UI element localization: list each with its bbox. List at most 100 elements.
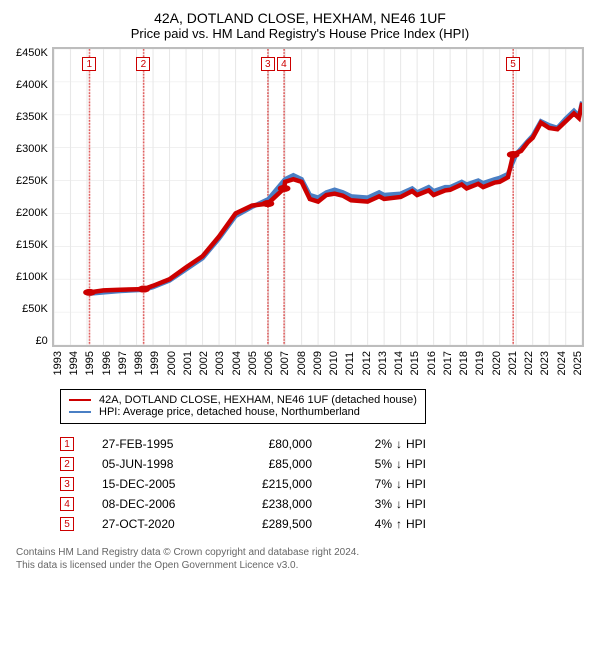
legend-swatch — [69, 399, 91, 401]
x-tick-label: 2014 — [393, 351, 405, 375]
x-tick-label: 2016 — [426, 351, 438, 375]
x-tick-label: 2024 — [556, 351, 568, 375]
legend-label: 42A, DOTLAND CLOSE, HEXHAM, NE46 1UF (de… — [99, 394, 417, 406]
transaction-marker: 1 — [60, 437, 74, 451]
x-tick-label: 1994 — [68, 351, 80, 375]
transaction-marker: 3 — [60, 477, 74, 491]
x-tick-label: 2008 — [296, 351, 308, 375]
transaction-pct: 4% — [352, 517, 392, 531]
x-tick-label: 1997 — [117, 351, 129, 375]
chart-marker-3: 3 — [261, 57, 275, 71]
chart-subtitle: Price paid vs. HM Land Registry's House … — [16, 26, 584, 41]
arrow-down-icon: ↓ — [392, 497, 406, 511]
x-tick-label: 1995 — [84, 351, 96, 375]
transaction-row: 3 15-DEC-2005£215,000 7%↓HPI — [60, 474, 584, 494]
y-tick-label: £100K — [16, 271, 48, 283]
x-tick-label: 2015 — [409, 351, 421, 375]
y-tick-label: £0 — [16, 335, 48, 347]
transaction-row: 2 05-JUN-1998£85,000 5%↓HPI — [60, 454, 584, 474]
arrow-down-icon: ↓ — [392, 477, 406, 491]
x-tick-label: 2005 — [247, 351, 259, 375]
x-tick-label: 2017 — [442, 351, 454, 375]
y-tick-label: £150K — [16, 239, 48, 251]
chart-marker-2: 2 — [136, 57, 150, 71]
arrow-down-icon: ↓ — [392, 457, 406, 471]
plot-region: 1 2 34 5 — [52, 47, 584, 347]
transaction-hpi: HPI — [406, 497, 436, 511]
transaction-row: 5 27-OCT-2020£289,500 4%↑HPI — [60, 514, 584, 534]
attribution-line2: This data is licensed under the Open Gov… — [16, 559, 584, 572]
y-tick-label: £400K — [16, 79, 48, 91]
chart-marker-1: 1 — [82, 57, 96, 71]
transaction-hpi: HPI — [406, 457, 436, 471]
x-tick-label: 2019 — [474, 351, 486, 375]
y-tick-label: £250K — [16, 175, 48, 187]
transaction-pct: 5% — [352, 457, 392, 471]
x-tick-label: 1999 — [149, 351, 161, 375]
x-tick-label: 2000 — [166, 351, 178, 375]
transaction-date: 27-FEB-1995 — [102, 437, 222, 451]
transaction-hpi: HPI — [406, 517, 436, 531]
x-tick-label: 2021 — [507, 351, 519, 375]
transaction-row: 1 27-FEB-1995£80,000 2%↓HPI — [60, 434, 584, 454]
x-tick-label: 2003 — [214, 351, 226, 375]
transaction-price: £238,000 — [222, 497, 312, 511]
chart-area: £450K £400K £350K £300K £250K £200K £150K £100K… — [16, 47, 584, 375]
transaction-pct: 7% — [352, 477, 392, 491]
transaction-date: 15-DEC-2005 — [102, 477, 222, 491]
legend-item: HPI: Average price, detached house, Nort… — [69, 406, 417, 418]
x-tick-label: 2007 — [279, 351, 291, 375]
arrow-down-icon: ↓ — [392, 437, 406, 451]
x-tick-label: 2006 — [263, 351, 275, 375]
y-tick-label: £350K — [16, 111, 48, 123]
transaction-date: 05-JUN-1998 — [102, 457, 222, 471]
x-tick-label: 2004 — [231, 351, 243, 375]
transaction-row: 4 08-DEC-2006£238,000 3%↓HPI — [60, 494, 584, 514]
x-tick-label: 2018 — [458, 351, 470, 375]
chart-marker-4: 4 — [277, 57, 291, 71]
transaction-price: £85,000 — [222, 457, 312, 471]
arrow-up-icon: ↑ — [392, 517, 406, 531]
x-tick-label: 2022 — [523, 351, 535, 375]
attribution-text: Contains HM Land Registry data © Crown c… — [16, 546, 584, 572]
x-tick-label: 2010 — [328, 351, 340, 375]
transaction-hpi: HPI — [406, 437, 436, 451]
legend-swatch — [69, 411, 91, 413]
x-tick-label: 2020 — [491, 351, 503, 375]
x-tick-label: 1998 — [133, 351, 145, 375]
y-tick-label: £450K — [16, 47, 48, 59]
x-tick-label: 1996 — [101, 351, 113, 375]
transaction-date: 27-OCT-2020 — [102, 517, 222, 531]
x-tick-label: 2012 — [361, 351, 373, 375]
x-axis-labels: 1993 1994 1995 1996 1997 1998 1999 2000 2001 2002… — [52, 351, 584, 375]
legend-item: 42A, DOTLAND CLOSE, HEXHAM, NE46 1UF (de… — [69, 394, 417, 406]
transaction-pct: 2% — [352, 437, 392, 451]
chart-marker-5: 5 — [506, 57, 520, 71]
y-tick-label: £200K — [16, 207, 48, 219]
transaction-marker: 5 — [60, 517, 74, 531]
chart-title: 42A, DOTLAND CLOSE, HEXHAM, NE46 1UF — [16, 10, 584, 26]
transaction-price: £215,000 — [222, 477, 312, 491]
x-tick-label: 2013 — [377, 351, 389, 375]
transaction-marker: 2 — [60, 457, 74, 471]
attribution-line1: Contains HM Land Registry data © Crown c… — [16, 546, 584, 559]
x-tick-label: 2001 — [182, 351, 194, 375]
transaction-date: 08-DEC-2006 — [102, 497, 222, 511]
legend: 42A, DOTLAND CLOSE, HEXHAM, NE46 1UF (de… — [60, 389, 426, 424]
y-tick-label: £300K — [16, 143, 48, 155]
transaction-hpi: HPI — [406, 477, 436, 491]
transaction-marker: 4 — [60, 497, 74, 511]
x-tick-label: 2023 — [539, 351, 551, 375]
x-tick-label: 2002 — [198, 351, 210, 375]
transaction-price: £80,000 — [222, 437, 312, 451]
x-tick-label: 2025 — [572, 351, 584, 375]
transaction-price: £289,500 — [222, 517, 312, 531]
x-tick-label: 2009 — [312, 351, 324, 375]
transaction-table: 127-FEB-1995£80,0002%↓HPI205-JUN-1998£85… — [60, 434, 584, 534]
y-tick-label: £50K — [16, 303, 48, 315]
y-axis-labels: £450K £400K £350K £300K £250K £200K £150K £100K… — [16, 47, 52, 347]
x-tick-label: 1993 — [52, 351, 64, 375]
transaction-pct: 3% — [352, 497, 392, 511]
x-tick-label: 2011 — [344, 351, 356, 375]
legend-label: HPI: Average price, detached house, Nort… — [99, 406, 360, 418]
